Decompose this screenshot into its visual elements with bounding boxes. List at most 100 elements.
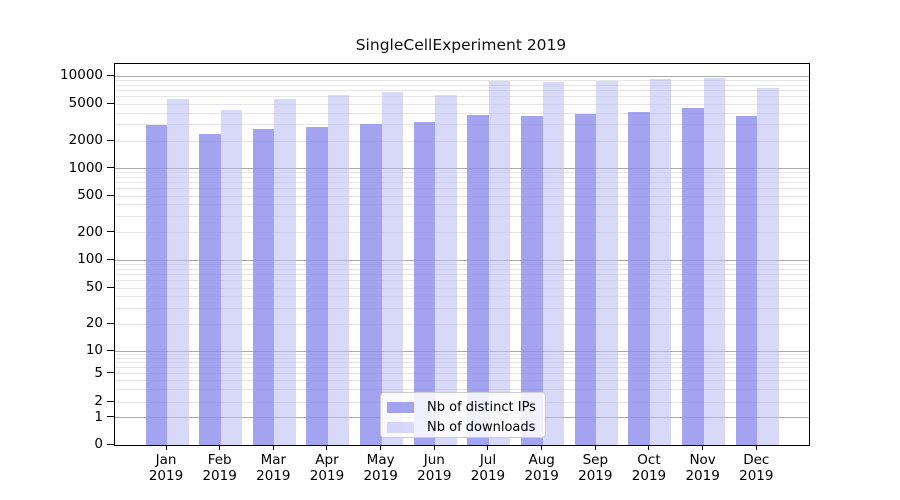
bar-downloads-feb bbox=[220, 110, 243, 445]
y-tick-label-10000: 10000 bbox=[60, 67, 103, 83]
y-tick-mark-5000 bbox=[107, 102, 114, 104]
legend-label-distinct-ips: Nb of distinct IPs bbox=[427, 399, 536, 415]
gridline-minor-900 bbox=[115, 172, 809, 174]
y-tick-label-1: 1 bbox=[94, 408, 103, 425]
y-tick-mark-100 bbox=[107, 258, 114, 260]
gridline-minor-7 bbox=[115, 362, 809, 364]
bar-distinct-ips-oct bbox=[628, 111, 650, 445]
x-tick-mark-mar bbox=[272, 445, 274, 450]
gridline-minor-600 bbox=[115, 188, 809, 190]
y-tick-mark-2000 bbox=[107, 139, 114, 141]
y-tick-label-5: 5 bbox=[94, 364, 103, 381]
bar-downloads-mar bbox=[274, 98, 296, 445]
y-tick-label-5000: 5000 bbox=[68, 95, 103, 112]
gridline-major-10000 bbox=[115, 75, 809, 77]
bar-distinct-ips-jan bbox=[145, 124, 167, 445]
bar-downloads-apr bbox=[327, 94, 350, 445]
x-tick-label-oct: Oct 2019 bbox=[631, 452, 667, 484]
bar-downloads-may bbox=[381, 92, 404, 445]
x-tick-mark-jan bbox=[165, 445, 167, 450]
gridline-minor-70 bbox=[115, 274, 809, 276]
y-tick-label-2000: 2000 bbox=[68, 132, 103, 149]
x-tick-label-jun: Jun 2019 bbox=[417, 452, 452, 484]
y-tick-mark-200 bbox=[107, 231, 114, 233]
bar-downloads-sep bbox=[596, 80, 618, 445]
bar-downloads-dec bbox=[757, 87, 779, 445]
x-tick-label-nov: Nov 2019 bbox=[685, 452, 720, 484]
gridline-minor-6 bbox=[115, 367, 809, 369]
y-tick-label-2: 2 bbox=[94, 393, 103, 409]
bar-distinct-ips-nov bbox=[682, 108, 704, 445]
gridline-minor-8000 bbox=[115, 84, 809, 86]
y-tick-mark-1000 bbox=[107, 167, 114, 169]
y-tick-label-200: 200 bbox=[77, 223, 103, 240]
x-tick-label-aug: Aug 2019 bbox=[524, 452, 559, 484]
gridline-minor-6000 bbox=[115, 96, 809, 98]
bar-distinct-ips-apr bbox=[306, 127, 328, 445]
bar-downloads-jun bbox=[435, 95, 457, 445]
gridline-minor-300 bbox=[115, 215, 809, 217]
legend-swatch-downloads bbox=[387, 421, 414, 433]
x-tick-mark-nov bbox=[702, 445, 704, 450]
x-tick-mark-apr bbox=[326, 445, 328, 450]
gridline-minor-80 bbox=[115, 268, 809, 270]
x-tick-label-mar: Mar 2019 bbox=[256, 452, 291, 484]
y-tick-mark-500 bbox=[107, 194, 114, 196]
x-tick-label-apr: Apr 2019 bbox=[309, 452, 345, 484]
y-tick-mark-50 bbox=[107, 286, 114, 288]
bar-distinct-ips-may bbox=[360, 123, 382, 445]
x-tick-mark-oct bbox=[648, 445, 650, 450]
x-tick-mark-may bbox=[380, 445, 382, 450]
legend: Nb of distinct IPs Nb of downloads bbox=[380, 392, 546, 438]
y-tick-label-50: 50 bbox=[85, 279, 103, 295]
x-tick-mark-jun bbox=[433, 445, 435, 450]
gridline-major-10 bbox=[115, 350, 809, 352]
y-tick-label-1000: 1000 bbox=[68, 159, 103, 176]
gridline-minor-2000 bbox=[115, 140, 809, 142]
x-tick-mark-sep bbox=[594, 445, 596, 450]
y-tick-label-100: 100 bbox=[77, 251, 103, 268]
gridline-minor-90 bbox=[115, 264, 809, 266]
bar-distinct-ips-feb bbox=[199, 133, 221, 445]
gridline-minor-4000 bbox=[115, 112, 809, 114]
legend-row-downloads: Nb of downloads bbox=[387, 418, 545, 436]
gridline-minor-60 bbox=[115, 280, 809, 282]
gridline-minor-40 bbox=[115, 296, 809, 298]
y-tick-mark-0 bbox=[107, 443, 114, 445]
x-tick-label-sep: Sep 2019 bbox=[578, 452, 613, 484]
gridline-minor-20 bbox=[115, 323, 809, 325]
x-tick-mark-dec bbox=[755, 445, 757, 450]
gridline-minor-200 bbox=[115, 232, 809, 234]
bar-downloads-jan bbox=[167, 98, 189, 445]
bar-downloads-aug bbox=[542, 81, 565, 445]
gridline-minor-400 bbox=[115, 204, 809, 206]
bar-distinct-ips-mar bbox=[252, 129, 275, 445]
x-tick-label-jul: Jul 2019 bbox=[470, 452, 506, 484]
x-tick-label-dec: Dec 2019 bbox=[739, 452, 774, 484]
gridline-minor-3000 bbox=[115, 124, 809, 126]
x-tick-label-may: May 2019 bbox=[363, 452, 398, 484]
y-tick-label-20: 20 bbox=[85, 315, 103, 331]
bar-downloads-nov bbox=[703, 77, 726, 445]
gridline-minor-5 bbox=[115, 373, 809, 375]
gridline-minor-8 bbox=[115, 357, 809, 359]
gridline-minor-7000 bbox=[115, 90, 809, 92]
bar-distinct-ips-aug bbox=[521, 115, 543, 445]
gridline-minor-9000 bbox=[115, 79, 809, 81]
gridline-major-100 bbox=[115, 259, 809, 261]
gridline-minor-50 bbox=[115, 287, 809, 289]
y-tick-mark-10000 bbox=[107, 74, 114, 76]
plot-area: Nb of distinct IPs Nb of downloads bbox=[114, 63, 810, 446]
bar-distinct-ips-dec bbox=[735, 116, 758, 445]
legend-label-downloads: Nb of downloads bbox=[427, 419, 536, 435]
gridline-minor-800 bbox=[115, 177, 809, 178]
gridline-major-1000 bbox=[115, 168, 809, 170]
legend-row-distinct-ips: Nb of distinct IPs bbox=[387, 398, 545, 416]
bar-distinct-ips-jun bbox=[413, 121, 436, 445]
gridline-minor-700 bbox=[115, 182, 809, 184]
gridline-minor-500 bbox=[115, 195, 809, 197]
y-tick-mark-20 bbox=[107, 322, 114, 324]
y-tick-label-500: 500 bbox=[77, 187, 103, 203]
gridline-minor-9 bbox=[115, 353, 809, 355]
